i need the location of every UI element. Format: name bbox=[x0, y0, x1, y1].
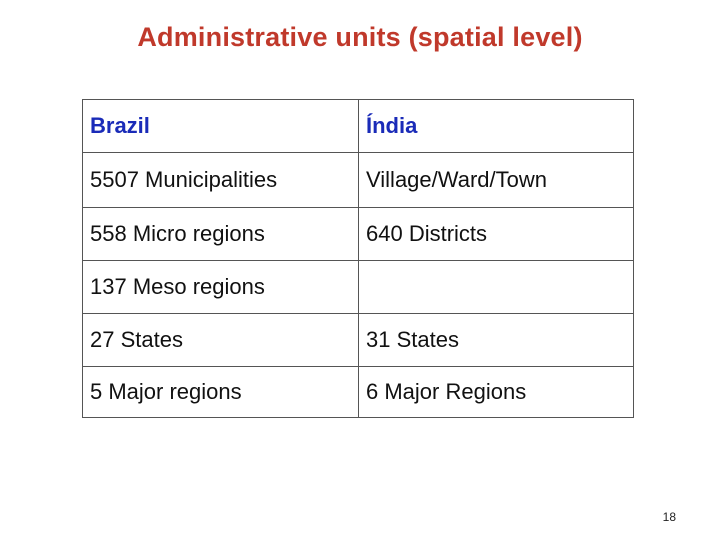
admin-units-table: Brazil Índia 5507 Municipalities Village… bbox=[82, 99, 634, 418]
table-cell-india bbox=[358, 260, 634, 314]
table-cell-brazil: 27 States bbox=[82, 313, 359, 367]
table-cell-brazil: 5 Major regions bbox=[82, 366, 359, 418]
table-row: 27 States 31 States bbox=[82, 313, 634, 367]
table-header-row: Brazil Índia bbox=[82, 99, 634, 153]
table-cell-brazil: 5507 Municipalities bbox=[82, 152, 359, 208]
table-row: 558 Micro regions 640 Districts bbox=[82, 207, 634, 261]
header-india: Índia bbox=[358, 99, 634, 153]
header-brazil: Brazil bbox=[82, 99, 359, 153]
table-row: 5507 Municipalities Village/Ward/Town bbox=[82, 152, 634, 208]
table-row: 5 Major regions 6 Major Regions bbox=[82, 366, 634, 418]
table-cell-india: 6 Major Regions bbox=[358, 366, 634, 418]
table-row: 137 Meso regions bbox=[82, 260, 634, 314]
table-cell-brazil: 137 Meso regions bbox=[82, 260, 359, 314]
table-cell-india: Village/Ward/Town bbox=[358, 152, 634, 208]
slide-title: Administrative units (spatial level) bbox=[137, 22, 583, 52]
table-cell-brazil: 558 Micro regions bbox=[82, 207, 359, 261]
table-cell-india: 640 Districts bbox=[358, 207, 634, 261]
page-number: 18 bbox=[662, 510, 676, 524]
table-cell-india: 31 States bbox=[358, 313, 634, 367]
